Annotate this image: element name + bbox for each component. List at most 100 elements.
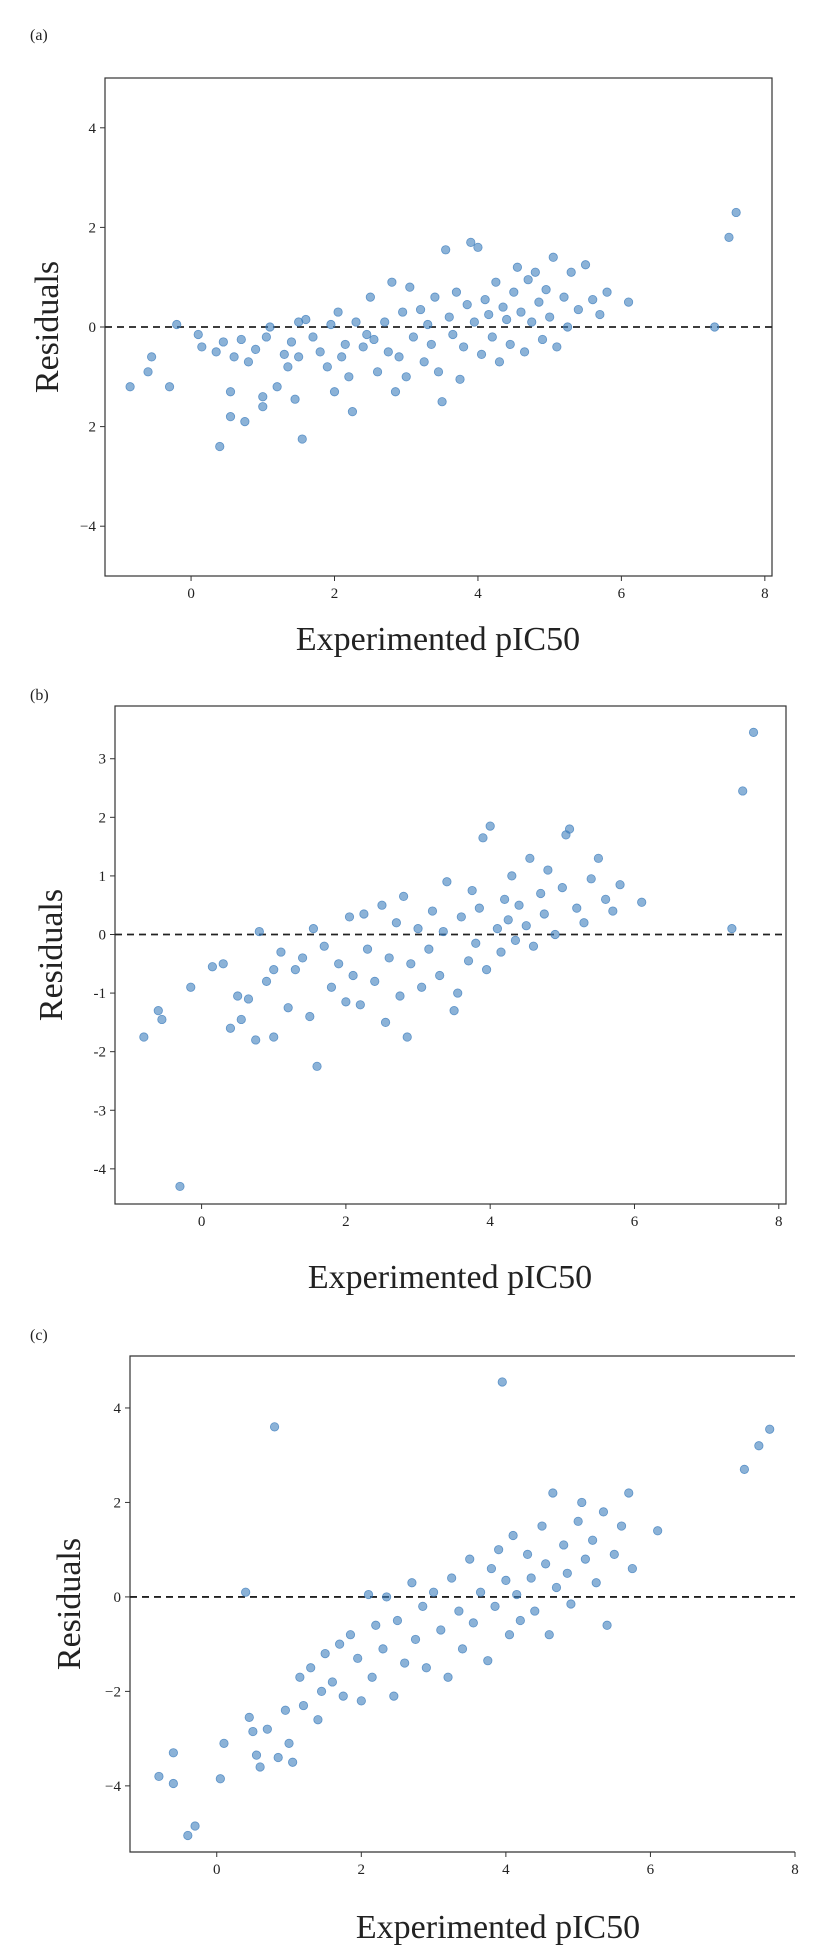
panel-a-scatter-point-25 <box>290 394 300 404</box>
panel-c-scatter-point-20 <box>306 1663 316 1673</box>
panel-b-x-tick-label-4: 8 <box>775 1214 783 1230</box>
panel-c-y-tick-label-3: −2 <box>105 1684 121 1700</box>
panel-c-scatter-point-74 <box>580 1554 590 1564</box>
panel-a-scatter-point-79 <box>502 314 512 325</box>
panel-a-scatter-point-48 <box>387 277 397 287</box>
panel-b-scatter-point-16 <box>276 947 286 957</box>
panel-b-scatter-point-64 <box>514 900 524 910</box>
panel-a-scatter-point-13 <box>236 334 246 345</box>
panel-b-scatter-point-69 <box>539 909 549 919</box>
panel-a-y-axis-title: Residuals <box>29 261 66 393</box>
panel-a-scatter-point-4 <box>172 319 182 330</box>
panel-b-scatter-point-25 <box>334 959 344 969</box>
panel-b-x-tick-label-2: 4 <box>486 1214 494 1230</box>
panel-b-scatter-point-51 <box>463 956 474 966</box>
panel-b-scatter-point-53 <box>471 938 481 948</box>
panel-a-scatter-point-75 <box>487 332 497 342</box>
panel-a-scatter-point-35 <box>333 307 343 317</box>
panel-a-scatter-point-72 <box>476 349 487 359</box>
panel-a-scatter-point-47 <box>383 347 393 357</box>
panel-b-scatter-point-41 <box>413 924 423 934</box>
panel-c-scatter-point-64 <box>537 1521 547 1531</box>
panel-b-scatter-point-43 <box>424 944 434 954</box>
panel-c-scatter-point-34 <box>382 1592 392 1602</box>
panel-b-scatter-point-19 <box>297 953 308 963</box>
panel-c-scatter-point-35 <box>389 1691 399 1701</box>
panel-b-scatter-point-50 <box>456 912 466 922</box>
panel-a-x-axis-title: Experimented pIC50 <box>296 621 580 658</box>
panel-a-x-tick-label-1: 2 <box>331 586 339 602</box>
panel-b-scatter-point-11 <box>251 1035 261 1045</box>
panel-a-scatter-point-37 <box>340 339 350 350</box>
panel-c-label: (c) <box>30 1327 48 1344</box>
panel-a-scatter-point-46 <box>380 317 390 327</box>
panel-c-scatter-point-47 <box>457 1644 468 1654</box>
panel-c-plot-frame <box>129 1355 795 1853</box>
panel-a-scatter-point-17 <box>258 402 268 412</box>
panel-b-scatter-point-15 <box>269 965 279 975</box>
panel-c-y-tick-label-4: −4 <box>105 1779 121 1795</box>
panel-c-scatter-point-39 <box>410 1634 421 1645</box>
panel-b-y-tick-label-2: 1 <box>99 869 107 885</box>
panel-a-scatter-point-51 <box>398 307 408 317</box>
panel-b-scatter-point-80 <box>608 906 618 916</box>
panel-c-x-tick-label-3: 6 <box>647 1862 655 1878</box>
panel-c-scatter-point-53 <box>490 1601 500 1611</box>
panel-a-y-tick-label-1: 2 <box>89 220 97 236</box>
panel-c-scatter-point-26 <box>338 1691 348 1701</box>
panel-a-scatter-point-38 <box>344 372 354 382</box>
panel-b-scatter-point-61 <box>503 915 513 925</box>
panel-b-scatter-point-66 <box>525 853 535 863</box>
panel-b-scatter-point-14 <box>269 1032 279 1042</box>
panel-c-scatter-point-77 <box>598 1507 609 1517</box>
panel-b-scatter-point-6 <box>218 959 228 969</box>
panel-b-scatter-point-55 <box>478 833 488 843</box>
panel-a-scatter-point-50 <box>394 352 404 362</box>
panel-c-scatter-point-15 <box>280 1705 291 1715</box>
panel-a-scatter-point-22 <box>279 349 289 359</box>
panel-c-scatter-point-22 <box>316 1686 327 1696</box>
panel-a-x-tick-label-4: 8 <box>761 586 769 602</box>
panel-a-scatter-point-90 <box>541 285 551 295</box>
panel-b-scatter-point-18 <box>290 965 300 975</box>
panel-a-scatter-point-52 <box>401 372 411 382</box>
panel-b-scatter-point-72 <box>557 883 567 893</box>
panel-b-scatter-point-84 <box>738 786 748 796</box>
panel-a-scatter-point-32 <box>322 362 332 372</box>
panel-a-scatter-point-21 <box>272 382 282 392</box>
panel-a-scatter-point-2 <box>147 352 157 362</box>
panel-b-plot-frame <box>114 705 787 1205</box>
panel-a-x-tick-label-2: 4 <box>474 586 482 602</box>
panel-b-scatter-point-5 <box>207 962 218 972</box>
panel-a-scatter-point-16 <box>251 344 261 355</box>
panel-b-scatter-point-37 <box>395 991 405 1001</box>
panel-c-scatter-point-33 <box>378 1644 388 1654</box>
panel-a-scatter-point-101 <box>602 287 612 297</box>
panel-c-scatter-point-9 <box>248 1726 258 1737</box>
panel-c-scatter-point-31 <box>367 1672 377 1682</box>
panel-b-scatter-point-76 <box>579 918 589 928</box>
panel-c-scatter-point-3 <box>183 1830 193 1841</box>
panel-a-scatter-point-57 <box>423 319 433 330</box>
panel-a-scatter-point-42 <box>362 329 372 340</box>
panel-a-scatter-point-105 <box>731 207 741 218</box>
panel-b-scatter-point-31 <box>362 944 373 954</box>
panel-c-scatter-point-14 <box>273 1752 283 1763</box>
panel-b-scatter-point-32 <box>370 976 380 986</box>
panel-c-scatter-point-60 <box>515 1615 525 1626</box>
panel-a-residuals-chart: (a) 0 2 4 6 8 4 2 0 2 −4 Experimented pIC50 Resi… <box>29 27 773 658</box>
panel-a-scatter-point-73 <box>480 295 490 305</box>
panel-c-scatter-point-72 <box>573 1516 583 1526</box>
panel-a-scatter-point-14 <box>240 417 250 427</box>
panel-c-x-tick-label-0: 0 <box>213 1862 221 1878</box>
panel-c-scatter-point-19 <box>298 1700 309 1711</box>
panel-c-scatter-point-81 <box>624 1488 634 1498</box>
panel-a-scatter-point-62 <box>441 245 451 255</box>
panel-a-scatter-point-43 <box>365 292 375 302</box>
panel-a-scatter-point-23 <box>283 362 293 372</box>
panel-c-scatter-point-40 <box>418 1601 428 1611</box>
panel-c-scatter-point-27 <box>345 1630 356 1640</box>
panel-a-scatter-point-18 <box>258 392 268 402</box>
panel-a-scatter-point-49 <box>390 387 401 397</box>
panel-b-scatter-point-65 <box>521 921 531 931</box>
